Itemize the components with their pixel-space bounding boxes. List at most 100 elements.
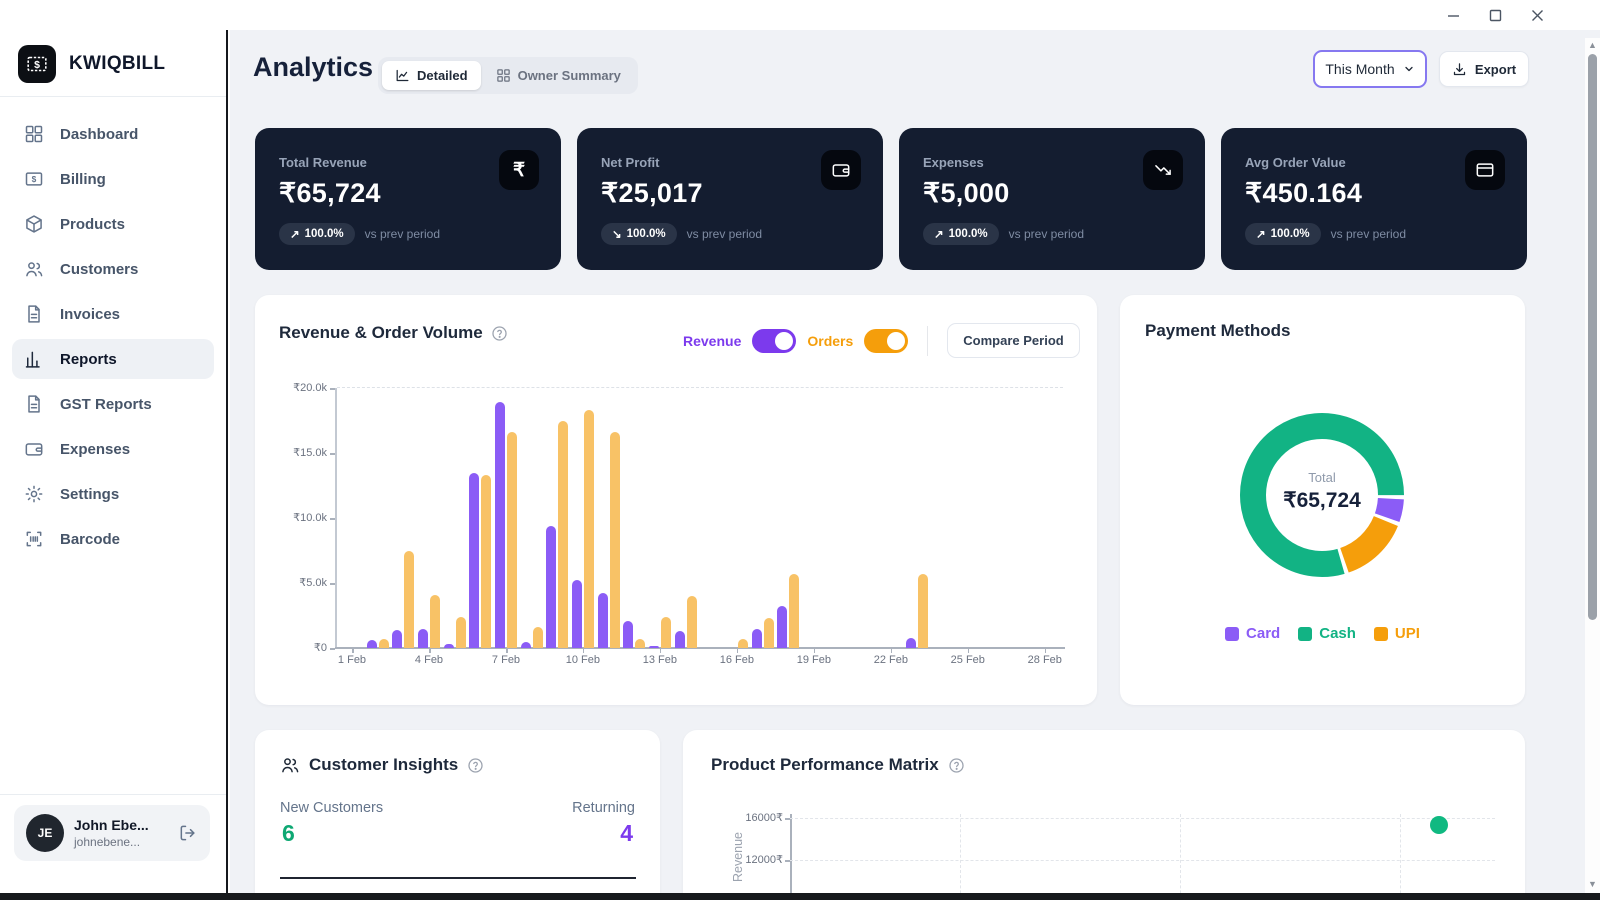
legend-label: Card [1246,625,1281,642]
logout-icon[interactable] [178,823,198,843]
period-select[interactable]: This Month [1313,50,1427,88]
dashboard-icon [24,123,46,145]
help-icon[interactable] [948,757,965,774]
line-chart-icon [395,68,410,83]
revenue-toggle-label: Revenue [683,332,742,349]
trend-arrow-icon: ↗ [934,229,944,241]
x-tick-label: 1 Feb [337,654,367,666]
sidebar-item-expenses[interactable]: Expenses [12,429,214,469]
tab-detailed[interactable]: Detailed [382,61,481,90]
sidebar-item-billing[interactable]: $ Billing [12,159,214,199]
revenue-bar [495,402,505,648]
orders-bar [455,616,466,648]
payment-legend: Card Cash UPI [1120,625,1525,642]
y-tick-mark [330,388,335,390]
y-tick-label: 12000₹ [745,854,783,866]
revenue-bar [905,637,916,648]
sidebar-item-customers[interactable]: Customers [12,249,214,289]
kpi-card-net-profit: Net Profit ₹25,017 ↘ 100.0% vs prev period [577,128,883,270]
sidebar-item-label: Billing [60,170,106,188]
legend-item-card: Card [1225,625,1280,642]
main-content: Analytics Detailed Owner Summary This Mo… [230,30,1600,893]
help-icon[interactable] [467,757,484,774]
x-tick-label: 13 Feb [642,654,678,666]
legend-label: Cash [1319,625,1356,642]
orders-bar [609,432,620,648]
revenue-toggle[interactable] [752,328,797,353]
export-button[interactable]: Export [1439,51,1529,87]
revenue-bar [597,593,608,648]
help-icon[interactable] [491,325,508,342]
compare-period-button[interactable]: Compare Period [947,323,1080,358]
x-tick-label: 19 Feb [796,654,832,666]
maximize-button[interactable] [1478,2,1512,28]
customer-insights-card: Customer Insights New Customers Returnin… [255,730,660,893]
divider [0,96,226,97]
billing-icon: $ [24,168,46,190]
y-tick-label: ₹0 [313,642,327,654]
products-icon [24,213,46,235]
orders-bar [686,596,697,648]
x-tick-mark [967,648,970,653]
kpi-note: vs prev period [1330,227,1407,241]
y-tick-label: ₹10.0k [293,512,327,524]
x-tick-mark [582,648,585,653]
revenue-bar [520,641,531,648]
sidebar-item-invoices[interactable]: Invoices [12,294,214,334]
user-card[interactable]: JE John Ebe... johnebene... [14,805,210,861]
orders-bar [558,420,569,648]
orders-bar [507,432,517,648]
customer-insights-title: Customer Insights [309,755,459,774]
close-button[interactable] [1520,2,1554,28]
sidebar-item-dashboard[interactable]: Dashboard [12,114,214,154]
sidebar-item-settings[interactable]: Settings [12,474,214,514]
sidebar-item-barcode[interactable]: Barcode [12,519,214,559]
sidebar-item-label: Reports [60,350,117,368]
scroll-up-icon[interactable]: ▲ [1588,40,1597,50]
rupee-icon: ₹ [512,159,526,181]
revenue-bar [469,472,480,648]
sidebar-item-reports[interactable]: Reports [12,339,214,379]
scrollbar[interactable]: ▲ ▼ [1585,38,1600,893]
brand-logo-icon: $ [18,45,56,83]
kpi-label: Total Revenue [279,155,367,170]
sidebar-item-products[interactable]: Products [12,204,214,244]
revenue-bar [366,640,377,648]
grid-icon [496,68,511,83]
y-tick-mark [330,453,335,455]
x-tick-mark [1044,648,1047,653]
kpi-value: ₹65,724 [279,178,381,208]
x-tick-mark [429,648,431,653]
orders-bar [660,616,671,648]
kpi-change-badge: ↗ 100.0% [923,223,999,245]
x-tick-mark [659,648,662,653]
scatter-point[interactable] [1429,816,1448,835]
scroll-down-icon[interactable]: ▼ [1588,879,1597,889]
payment-donut-chart [1240,413,1404,577]
revenue-bar [777,606,788,648]
kpi-note: vs prev period [686,227,763,241]
kpi-note: vs prev period [364,227,441,241]
sidebar-item-label: Products [60,215,126,233]
revenue-bar [751,628,762,648]
scrollbar-thumb[interactable] [1588,54,1597,620]
kpi-change-badge: ↘ 100.0% [601,223,677,245]
customers-icon [24,258,46,280]
kpi-icon-tile [1465,150,1505,190]
download-icon [1452,62,1467,77]
orders-bar [430,594,440,648]
legend-swatch [1373,626,1388,641]
brand-name: KWIQBILL [69,53,166,74]
chevron-down-icon [1403,63,1415,75]
x-tick-label: 7 Feb [491,654,521,666]
wallet-icon [831,160,851,180]
minimize-button[interactable] [1436,2,1470,28]
orders-toggle[interactable] [864,328,909,353]
avatar: JE [26,814,64,852]
brand: $ KWIQBILL [18,45,165,83]
product-performance-matrix-card: Product Performance Matrix Revenue 16000… [683,730,1525,893]
orders-bar [532,627,543,648]
revenue-bar [674,631,685,648]
tab-owner-summary[interactable]: Owner Summary [483,61,634,90]
sidebar-item-gst-reports[interactable]: GST Reports [12,384,214,424]
